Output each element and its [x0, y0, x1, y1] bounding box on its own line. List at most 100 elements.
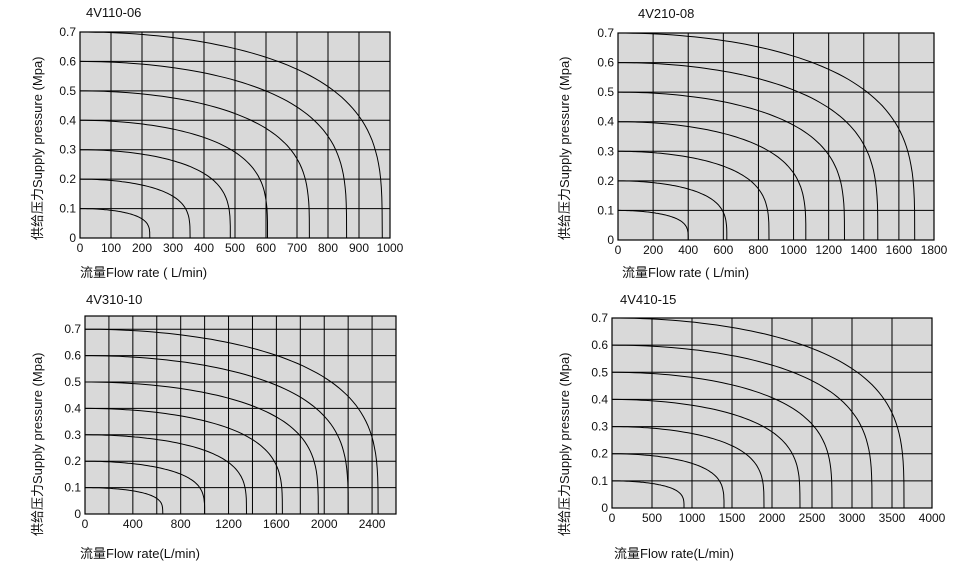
y-tick-label: 0.2	[64, 454, 81, 468]
y-tick-label: 0.1	[591, 474, 608, 488]
flow-curve	[618, 180, 728, 240]
y-tick-label: 0.3	[597, 144, 614, 158]
y-tick-label: 0.7	[59, 25, 76, 39]
x-tick-label: 700	[287, 241, 307, 255]
y-tick-label: 0.3	[59, 143, 76, 157]
flow-curve	[85, 434, 247, 515]
chart-title: 4V310-10	[86, 292, 143, 307]
plot-frame	[79, 31, 391, 239]
flow-curve	[80, 208, 151, 239]
flow-curve	[612, 453, 725, 508]
flow-curve	[85, 355, 349, 515]
x-tick-label: 200	[132, 241, 152, 255]
y-tick-label: 0.5	[591, 365, 608, 379]
flow-curve	[80, 149, 231, 238]
flow-curve	[612, 371, 833, 509]
y-tick-label: 0.4	[59, 113, 76, 127]
plot-frame	[84, 315, 397, 515]
x-tick-label: 1500	[719, 511, 746, 525]
flow-curve	[85, 381, 319, 515]
x-tick-label: 500	[225, 241, 245, 255]
y-tick-label: 0	[601, 501, 608, 515]
y-tick-label: 0.1	[59, 202, 76, 216]
x-tick-label: 0	[77, 241, 84, 255]
flow-curve	[617, 91, 845, 241]
chart-title: 4V210-08	[638, 6, 695, 21]
x-tick-label: 1000	[780, 243, 807, 257]
x-tick-label: 1600	[263, 517, 290, 531]
chart-4v110-06: 4V110-06 供给压力Supply pressure (Mpa) 流量Flo…	[0, 0, 480, 287]
plot-area: 0 100 200 300 400 500 600 700 800 900 1000 0 0.1 0.2 0…	[59, 25, 404, 255]
plot-frame	[611, 317, 933, 509]
flow-curve	[618, 32, 916, 241]
y-tick-label: 0.1	[597, 203, 614, 217]
x-tick-label: 1800	[921, 243, 948, 257]
y-tick-label: 0.6	[597, 56, 614, 70]
y-tick-label: 0.6	[591, 338, 608, 352]
x-tick-label: 1200	[815, 243, 842, 257]
chart-title: 4V110-06	[86, 5, 142, 20]
x-tick-label: 200	[643, 243, 663, 257]
x-axis-label: 流量Flow rate(L/min)	[80, 546, 200, 561]
x-tick-label: 400	[123, 517, 143, 531]
x-tick-label: 2000	[759, 511, 786, 525]
chart-4v410-15: 4V410-15 供给压力Supply pressure (Mpa) 流量Flo…	[490, 288, 977, 575]
x-tick-label: 1000	[377, 241, 404, 255]
x-tick-label: 800	[748, 243, 768, 257]
x-tick-label: 0	[609, 511, 616, 525]
y-tick-label: 0.2	[591, 447, 608, 461]
chart-title: 4V410-15	[620, 292, 677, 307]
flow-curve	[85, 407, 283, 515]
y-tick-label: 0.7	[597, 26, 614, 40]
flow-curve	[618, 62, 879, 241]
x-tick-label: 2000	[311, 517, 338, 531]
plot-area: 0 400 800 1200 1600 2000 2400 0 0.1 0.2 0.3 0.4 0.5 0…	[64, 315, 397, 531]
flow-curve	[80, 119, 268, 238]
x-tick-label: 0	[82, 517, 89, 531]
flow-curve	[79, 178, 191, 239]
y-tick-label: 0.5	[59, 84, 76, 98]
y-tick-label: 0.2	[59, 172, 76, 186]
flow-curve	[618, 150, 770, 241]
y-tick-label: 0.7	[591, 311, 608, 325]
chart-4v210-08: 4V210-08 供给压力Supply pressure (Mpa) 流量Flo…	[490, 0, 977, 287]
y-tick-label: 0.4	[597, 115, 614, 129]
y-tick-label: 0.5	[597, 85, 614, 99]
flow-curve	[612, 398, 801, 509]
flow-curve	[85, 328, 379, 515]
x-axis-label: 流量Flow rate ( L/min)	[622, 265, 750, 280]
chart-4v310-10: 4V310-10 供给压力Supply pressure (Mpa) 流量Flo…	[0, 288, 480, 575]
x-tick-label: 900	[349, 241, 369, 255]
x-tick-label: 4000	[919, 511, 946, 525]
x-axis-label: 流量Flow rate ( L/min)	[80, 265, 208, 280]
plot-area: 0 200 400 600 800 1000 1200 1400 1600 1800 0 0.1 0.2…	[597, 26, 948, 257]
x-tick-label: 400	[678, 243, 698, 257]
x-tick-label: 1000	[679, 511, 706, 525]
y-tick-label: 0.5	[64, 375, 81, 389]
flow-curve	[79, 60, 348, 239]
x-tick-label: 500	[642, 511, 662, 525]
flow-curve	[612, 480, 685, 508]
flow-curve	[618, 121, 807, 240]
x-tick-label: 3500	[879, 511, 906, 525]
x-tick-label: 800	[318, 241, 338, 255]
flow-curve	[85, 487, 164, 515]
y-tick-label: 0.4	[591, 392, 608, 406]
plot-background	[85, 316, 396, 514]
y-tick-label: 0	[607, 233, 614, 247]
x-tick-label: 3000	[839, 511, 866, 525]
x-tick-label: 100	[101, 241, 121, 255]
flow-curve	[612, 426, 765, 509]
x-tick-label: 600	[256, 241, 276, 255]
plot-area: 0 500 1000 1500 2000 2500 3000 3500 4000 0 0.1 0.2 0…	[591, 311, 946, 525]
y-tick-label: 0	[74, 507, 81, 521]
y-tick-label: 0.7	[64, 322, 81, 336]
y-tick-label: 0.6	[59, 54, 76, 68]
x-tick-label: 1400	[850, 243, 877, 257]
y-tick-label: 0.4	[64, 401, 81, 415]
y-tick-label: 0.3	[64, 428, 81, 442]
y-tick-label: 0.2	[597, 174, 614, 188]
x-tick-label: 800	[171, 517, 191, 531]
plot-background	[618, 33, 934, 240]
x-tick-label: 300	[163, 241, 183, 255]
